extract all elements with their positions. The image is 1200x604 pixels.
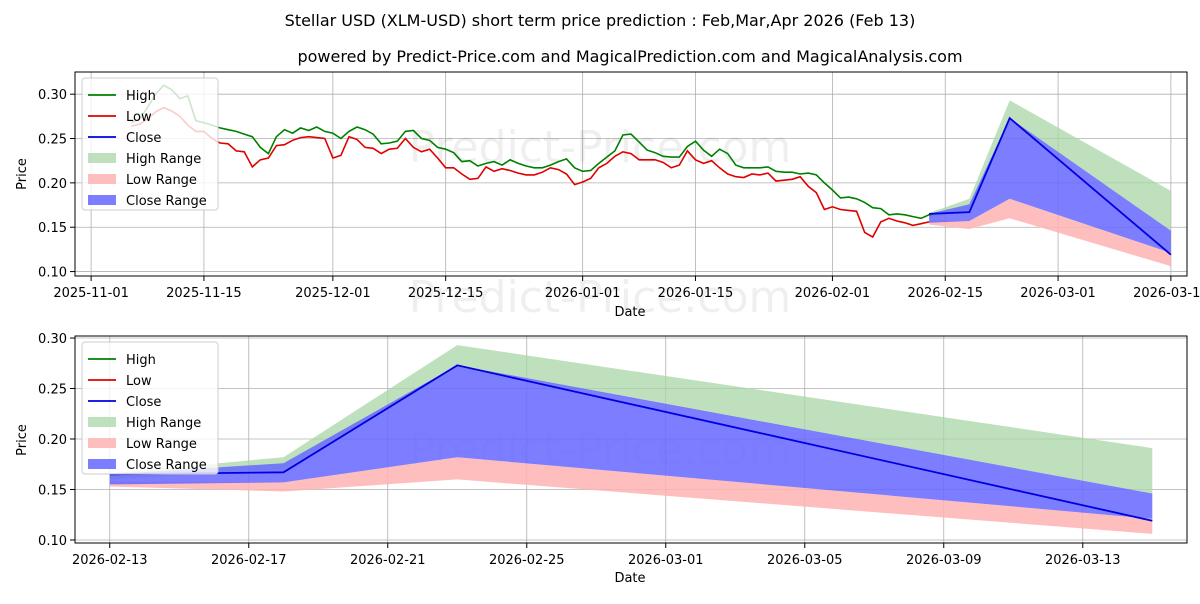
top-close-forecast-line xyxy=(929,116,1172,256)
bottom-x-tick-label: 2026-03-01 xyxy=(628,553,704,568)
top-legend-label: Low Range xyxy=(126,173,197,188)
bottom-close-range-band xyxy=(109,365,1153,519)
bottom-x-tick-label: 2026-02-21 xyxy=(350,553,426,568)
top-legend-label: Close Range xyxy=(126,194,207,209)
top-legend-swatch-patch xyxy=(88,195,116,205)
top-grid xyxy=(75,72,1187,276)
top-plot-frame xyxy=(74,71,1188,277)
bottom-legend-label: Low xyxy=(126,374,152,389)
bottom-x-tick-label: 2026-03-05 xyxy=(767,553,843,568)
bottom-x-tick-label: 2026-02-25 xyxy=(489,553,565,568)
bottom-legend-label: High Range xyxy=(126,416,201,431)
top-high-range-band xyxy=(929,100,1171,231)
top-y-tick-label: 0.20 xyxy=(38,177,67,192)
top-x-tick-label: 2026-03-01 xyxy=(1020,286,1096,301)
top-watermark-2: Predict-Price.com xyxy=(409,272,792,323)
top-y-tick-label: 0.10 xyxy=(38,266,67,281)
bottom-legend-label: Low Range xyxy=(126,437,197,452)
top-legend-swatch-patch xyxy=(88,153,116,163)
top-low-series-line xyxy=(131,106,930,239)
top-x-ticks: 2025-11-01 2025-11-15 2025-12-01 2025-12-15… xyxy=(53,276,1200,301)
bottom-y-ticks: 0.10 0.15 0.20 0.25 0.30 xyxy=(38,332,75,549)
chart-title: Stellar USD (XLM-USD) short term price p… xyxy=(285,11,916,30)
bottom-x-ticks: 2026-02-13 2026-02-17 2026-02-21 2026-02-25… xyxy=(72,543,1121,568)
bottom-x-tick-label: 2026-02-17 xyxy=(211,553,287,568)
bottom-legend-label: Close xyxy=(126,395,161,410)
bottom-x-tick-label: 2026-03-13 xyxy=(1045,553,1121,568)
bottom-y-tick-label: 0.25 xyxy=(38,383,67,398)
top-legend-label: High xyxy=(126,89,156,104)
top-legend-label: Close xyxy=(126,131,161,146)
top-ranges xyxy=(929,100,1171,267)
bottom-low-range-band xyxy=(109,457,1153,534)
top-low-range-band xyxy=(929,198,1171,267)
top-y-axis-label: Price xyxy=(15,158,30,190)
top-y-tick-label: 0.15 xyxy=(38,221,67,236)
top-y-tick-label: 0.30 xyxy=(38,88,67,103)
bottom-legend-swatch-patch xyxy=(88,417,116,427)
bottom-x-tick-label: 2026-02-13 xyxy=(72,553,148,568)
top-x-tick-label: 2025-12-01 xyxy=(295,286,371,301)
top-x-tick-label: 2026-02-01 xyxy=(795,286,871,301)
top-x-tick-label: 2025-11-15 xyxy=(166,286,242,301)
bottom-legend-swatch-patch xyxy=(88,438,116,448)
top-x-tick-label: 2026-02-15 xyxy=(907,286,983,301)
bottom-high-range-band xyxy=(109,345,1153,494)
top-lines xyxy=(131,84,1172,256)
top-close-range-band xyxy=(929,118,1171,253)
bottom-legend-label: Close Range xyxy=(126,458,207,473)
bottom-legend-label: High xyxy=(126,353,156,368)
bottom-y-tick-label: 0.30 xyxy=(38,332,67,347)
top-legend-swatch-patch xyxy=(88,174,116,184)
bottom-ranges xyxy=(109,345,1153,534)
top-x-axis-label: Date xyxy=(614,305,645,320)
bottom-y-tick-label: 0.10 xyxy=(38,534,67,549)
top-high-series-line xyxy=(131,84,938,220)
bottom-y-tick-label: 0.15 xyxy=(38,483,67,498)
bottom-legend-swatch-patch xyxy=(88,459,116,469)
top-y-ticks: 0.10 0.15 0.20 0.25 0.30 xyxy=(38,88,75,281)
top-legend-label: Low xyxy=(126,110,152,125)
top-panel: Predict-Price.com Predict-Price.com 2025… xyxy=(15,71,1200,323)
top-watermark-1: Predict-Price.com xyxy=(409,122,792,173)
top-x-tick-label: 2025-11-01 xyxy=(53,286,129,301)
bottom-y-axis-label: Price xyxy=(15,424,30,456)
top-x-tick-label: 2026-03-15 xyxy=(1133,286,1200,301)
top-legend-label: High Range xyxy=(126,152,201,167)
bottom-legend: High Low Close High Range Low Range Close Ran… xyxy=(81,341,219,475)
chart-subtitle: powered by Predict-Price.com and Magical… xyxy=(297,47,962,66)
bottom-y-tick-label: 0.20 xyxy=(38,433,67,448)
bottom-x-axis-label: Date xyxy=(614,571,645,586)
bottom-x-tick-label: 2026-03-09 xyxy=(906,553,982,568)
top-legend: High Low Close High Range Low Range Close Ran… xyxy=(81,77,219,211)
top-x-tick-label: 2025-12-15 xyxy=(408,286,484,301)
top-y-tick-label: 0.25 xyxy=(38,133,67,148)
bottom-panel: Predict-Price.com 2026-02-132026-02-1720… xyxy=(15,332,1188,586)
top-x-tick-label: 2026-01-01 xyxy=(545,286,621,301)
bottom-plot-frame xyxy=(74,335,1188,544)
top-x-tick-label: 2026-01-15 xyxy=(658,286,734,301)
